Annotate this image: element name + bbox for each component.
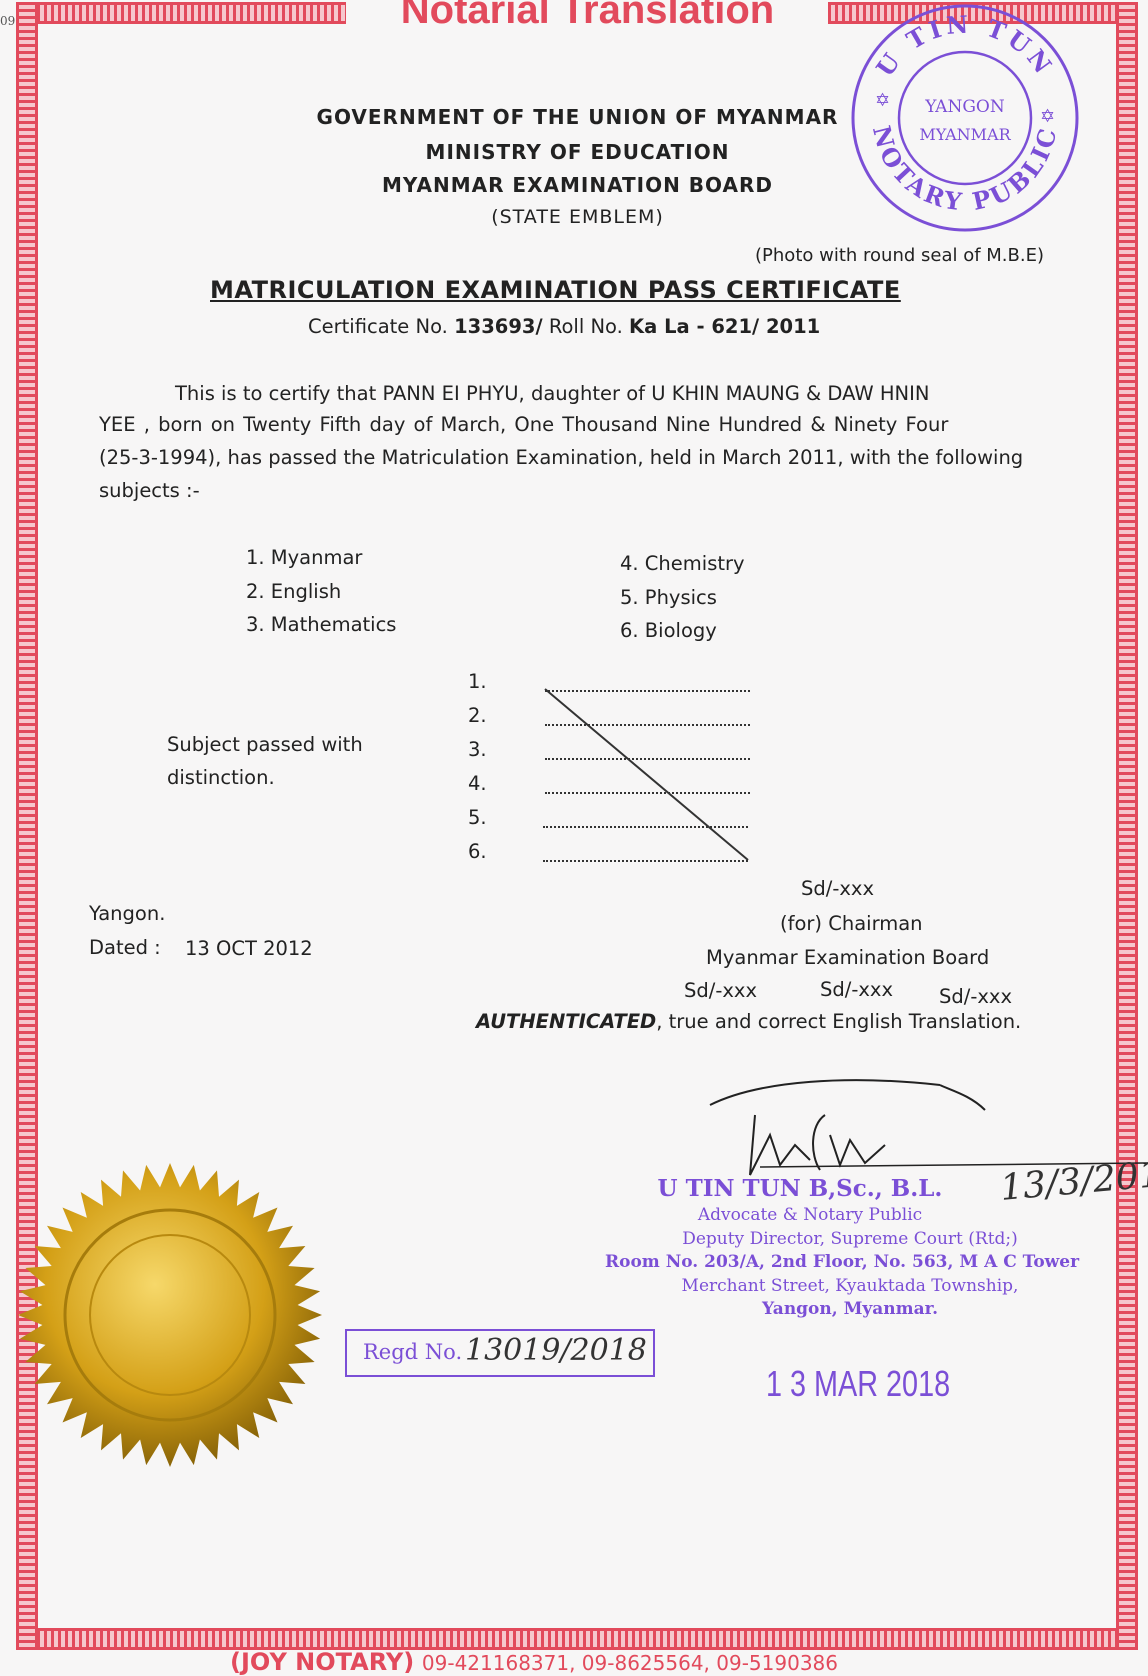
page-title: Notarial Translation xyxy=(400,0,775,32)
decorative-border-top-right xyxy=(828,2,1138,24)
header-board: MYANMAR EXAMINATION BOARD xyxy=(382,173,773,197)
stamp-top-text: U TIN TUN xyxy=(870,9,1056,81)
roll-no-label: Roll No. xyxy=(548,315,623,338)
subject-item: 3. Mathematics xyxy=(246,613,397,636)
subject-item: 5. Physics xyxy=(620,586,717,609)
distinction-number: 6. xyxy=(468,840,487,863)
distinction-label: Subject passed with xyxy=(167,733,363,756)
paragraph-line4: subjects :- xyxy=(99,479,200,502)
photo-note: (Photo with round seal of M.B.E) xyxy=(755,245,1044,266)
decorative-border-left xyxy=(16,2,38,1650)
signature-sd: Sd/-xxx xyxy=(801,877,874,900)
paragraph-line2: YEE , born on Twenty Fifth day of March,… xyxy=(99,413,949,436)
cert-no: 133693/ xyxy=(454,315,543,338)
notary-position: Deputy Director, Supreme Court (Rtd;) xyxy=(682,1229,1018,1249)
blank-line xyxy=(545,758,750,760)
certificate-title: MATRICULATION EXAMINATION PASS CERTIFICA… xyxy=(210,276,901,304)
header-government: GOVERNMENT OF THE UNION OF MYANMAR xyxy=(316,105,839,129)
notary-signature xyxy=(709,1079,1148,1176)
certificate-numbers: Certificate No. 133693/ Roll No. Ka La -… xyxy=(308,315,820,338)
dated-label: Dated : xyxy=(89,936,161,959)
footer: (JOY NOTARY) 09-421168371, 09-8625564, 0… xyxy=(230,1648,838,1676)
place: Yangon. xyxy=(89,902,166,925)
authenticated-label: AUTHENTICATED xyxy=(476,1010,657,1033)
margin-mark: 09 xyxy=(0,14,16,28)
decorative-border-top-left xyxy=(16,2,346,24)
roll-no: Ka La - 621/ 2011 xyxy=(629,315,821,338)
blank-line xyxy=(543,826,748,828)
decorative-border-right xyxy=(1116,2,1138,1650)
distinction-number: 4. xyxy=(468,772,487,795)
notary-address-1: Room No. 203/A, 2nd Floor, No. 563, M A … xyxy=(605,1252,1080,1272)
regd-label: Regd No. xyxy=(363,1340,463,1364)
subject-item: 6. Biology xyxy=(620,619,717,642)
star-icon: ✡ xyxy=(1040,106,1055,127)
blank-line xyxy=(545,690,750,692)
signature-sd: Sd/-xxx xyxy=(820,978,893,1001)
svg-text:U TIN TUN: U TIN TUN xyxy=(870,9,1060,81)
header-emblem: (STATE EMBLEM) xyxy=(491,206,664,228)
star-icon: ✡ xyxy=(875,90,890,111)
stamp-center-line1: YANGON xyxy=(924,97,1005,117)
distinction-number: 2. xyxy=(468,704,487,727)
for-chairman: (for) Chairman xyxy=(780,912,923,935)
board-name: Myanmar Examination Board xyxy=(706,946,990,969)
decorative-border-bottom xyxy=(16,1628,1138,1650)
authenticated-text: , true and correct English Translation. xyxy=(656,1010,1022,1033)
notary-title: Advocate & Notary Public xyxy=(697,1205,923,1225)
distinction-number: 5. xyxy=(468,806,487,829)
gold-seal xyxy=(18,1163,322,1467)
stamp-center-line2: MYANMAR xyxy=(919,125,1011,144)
notary-name: U TIN TUN B,Sc., B.L. xyxy=(657,1175,943,1202)
notary-round-stamp: U TIN TUN NOTARY PUBLIC YANGON MYANMAR ✡… xyxy=(851,4,1079,232)
notary-address-2: Merchant Street, Kyauktada Township, xyxy=(681,1276,1019,1296)
signature-sd: Sd/-xxx xyxy=(684,979,757,1002)
paragraph-line3: (25-3-1994), has passed the Matriculatio… xyxy=(99,446,1024,469)
subject-item: 4. Chemistry xyxy=(620,552,745,575)
subject-item: 1. Myanmar xyxy=(246,546,363,569)
header-ministry: MINISTRY OF EDUCATION xyxy=(425,140,730,164)
registration-stamp: Regd No. 13019/2018 xyxy=(345,1329,655,1377)
blank-line xyxy=(545,792,750,794)
dated-value: 13 OCT 2012 xyxy=(185,937,313,960)
footer-name: (JOY NOTARY) xyxy=(230,1648,415,1676)
footer-phones: 09-421168371, 09-8625564, 09-5190386 xyxy=(421,1651,838,1675)
strike-through-line xyxy=(544,688,749,861)
subject-item: 2. English xyxy=(246,580,342,603)
cert-no-label: Certificate No. xyxy=(308,315,448,338)
paragraph-line1: This is to certify that PANN EI PHYU, da… xyxy=(175,382,930,405)
regd-value: 13019/2018 xyxy=(465,1333,647,1368)
distinction-label-2: distinction. xyxy=(167,766,275,789)
distinction-number: 3. xyxy=(468,738,487,761)
signature-sd: Sd/-xxx xyxy=(939,985,1012,1008)
blank-line xyxy=(545,724,750,726)
blank-line xyxy=(543,860,748,862)
authentication-statement: AUTHENTICATED, true and correct English … xyxy=(476,1010,1021,1033)
distinction-number: 1. xyxy=(468,670,487,693)
notary-address-3: Yangon, Myanmar. xyxy=(761,1299,938,1319)
date-stamp: 1 3 MAR 2018 xyxy=(766,1363,951,1404)
